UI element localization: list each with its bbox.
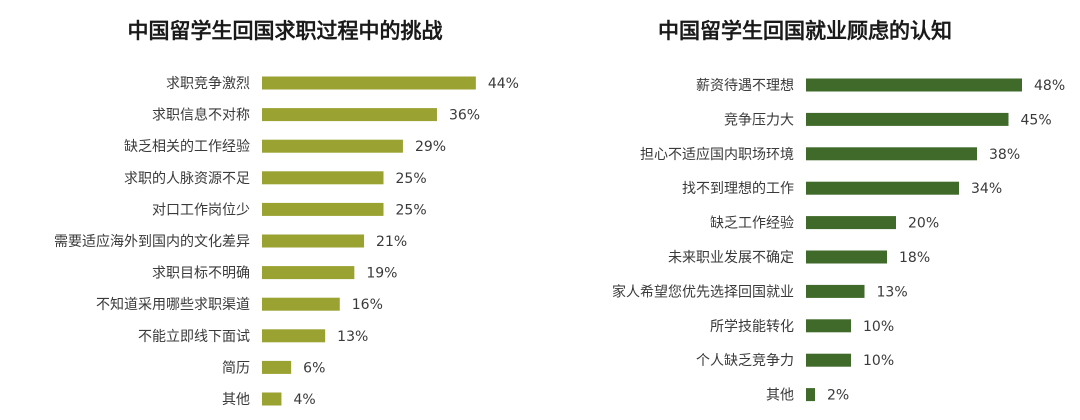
bar <box>806 388 815 402</box>
category-label: 找不到理想的工作 <box>682 181 794 197</box>
data-label: 48% <box>1034 78 1065 94</box>
chart-employment-concerns: 中国留学生回国就业顾虑的认知 薪资待遇不理想 48% 竞争压力大 45% 担心不适应国内… <box>612 19 1065 404</box>
bar <box>806 284 865 298</box>
data-label: 36% <box>449 108 480 124</box>
data-label: 10% <box>863 353 894 369</box>
data-label: 6% <box>303 360 325 376</box>
bar <box>262 202 384 216</box>
category-label: 其他 <box>766 388 794 404</box>
category-label: 缺乏相关的工作经验 <box>124 139 250 155</box>
category-label: 求职信息不对称 <box>152 107 250 124</box>
bar <box>806 216 896 230</box>
category-label: 求职目标不明确 <box>152 266 250 282</box>
data-label: 34% <box>971 181 1002 197</box>
data-label: 25% <box>396 171 427 187</box>
category-label: 薪资待遇不理想 <box>696 78 794 94</box>
data-label: 13% <box>337 329 368 345</box>
bar <box>806 250 887 264</box>
category-label: 个人缺乏竞争力 <box>696 352 794 369</box>
data-label: 20% <box>908 216 939 232</box>
bar <box>262 329 326 343</box>
bar <box>262 139 403 153</box>
chart-title-left: 中国留学生回国求职过程中的挑战 <box>128 19 443 43</box>
chart-title-right: 中国留学生回国就业顾虑的认知 <box>658 19 952 43</box>
category-label: 不能立即线下面试 <box>138 329 250 345</box>
data-label: 45% <box>1021 112 1052 128</box>
bar <box>806 147 977 161</box>
category-label: 未来职业发展不确定 <box>668 250 794 266</box>
category-label: 担心不适应国内职场环境 <box>640 146 794 163</box>
category-label: 缺乏工作经验 <box>710 216 794 232</box>
data-label: 19% <box>366 266 397 282</box>
category-label: 求职的人脉资源不足 <box>124 171 250 187</box>
bar <box>806 78 1022 92</box>
bar <box>262 76 476 90</box>
category-label: 求职竞争激烈 <box>166 75 250 92</box>
category-label: 简历 <box>222 359 250 376</box>
bar <box>806 112 1009 126</box>
data-label: 2% <box>827 388 849 404</box>
data-label: 16% <box>352 297 383 313</box>
bar <box>806 319 851 333</box>
bar <box>262 392 282 406</box>
category-label: 竞争压力大 <box>724 111 794 128</box>
bar <box>262 108 437 122</box>
bar <box>806 181 959 195</box>
bar <box>806 353 851 367</box>
category-label: 需要适应海外到国内的文化差异 <box>54 233 250 250</box>
data-label: 29% <box>415 139 446 155</box>
bar <box>262 171 384 185</box>
data-label: 13% <box>877 284 908 300</box>
data-label: 18% <box>899 250 930 266</box>
data-label: 4% <box>293 392 315 408</box>
chart-job-search-challenges: 中国留学生回国求职过程中的挑战 求职竞争激烈 44% 求职信息不对称 36% 缺乏相关的… <box>54 19 519 408</box>
category-label: 家人希望您优先选择回国就业 <box>612 283 794 300</box>
data-label: 38% <box>989 147 1020 163</box>
bar <box>262 297 340 311</box>
category-label: 所学技能转化 <box>710 319 794 335</box>
data-label: 10% <box>863 319 894 335</box>
category-label: 不知道采用哪些求职渠道 <box>96 296 250 313</box>
bar <box>262 266 355 280</box>
category-label: 其他 <box>222 392 250 408</box>
data-label: 21% <box>376 234 407 250</box>
category-label: 对口工作岗位少 <box>152 202 250 218</box>
data-label: 44% <box>488 76 519 92</box>
data-label: 25% <box>396 202 427 218</box>
bar <box>262 234 365 248</box>
bar <box>262 360 292 374</box>
